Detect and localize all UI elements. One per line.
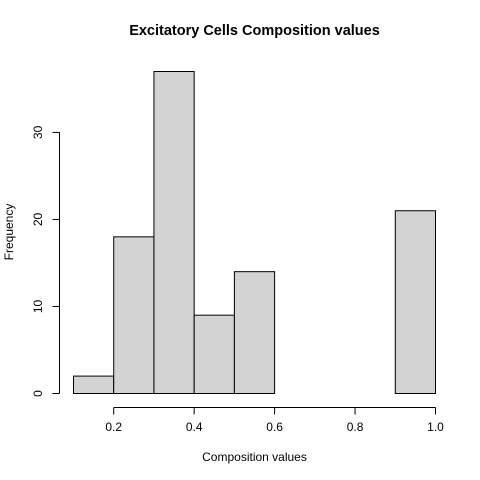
y-tick-label-1: 0 xyxy=(31,390,45,397)
histogram-bar-2 xyxy=(113,236,155,394)
histogram-bar-1 xyxy=(73,375,115,395)
y-tick-label-3: 20 xyxy=(31,212,45,226)
y-axis-label: Frequency xyxy=(2,204,16,261)
histogram-bar-3 xyxy=(153,71,195,394)
x-axis-label: Composition values xyxy=(202,450,307,464)
x-tick-label-3: 0.6 xyxy=(266,420,283,434)
x-tick-label-2: 0.4 xyxy=(186,420,203,434)
chart-title: Excitatory Cells Composition values xyxy=(129,23,380,39)
x-tick-label-4: 0.8 xyxy=(347,420,364,434)
x-tick-label-1: 0.2 xyxy=(105,420,122,434)
y-axis: 0 10 20 30 xyxy=(31,125,60,397)
x-axis: 0.2 0.4 0.6 0.8 1.0 xyxy=(105,407,444,434)
y-tick-label-4: 30 xyxy=(31,125,45,139)
y-tick-label-2: 10 xyxy=(31,299,45,313)
histogram-bar-4 xyxy=(193,314,235,395)
x-tick-label-5: 1.0 xyxy=(427,420,444,434)
bars-group xyxy=(73,71,436,395)
histogram-bar-5 xyxy=(233,271,276,395)
histogram-bar-9 xyxy=(394,210,436,394)
